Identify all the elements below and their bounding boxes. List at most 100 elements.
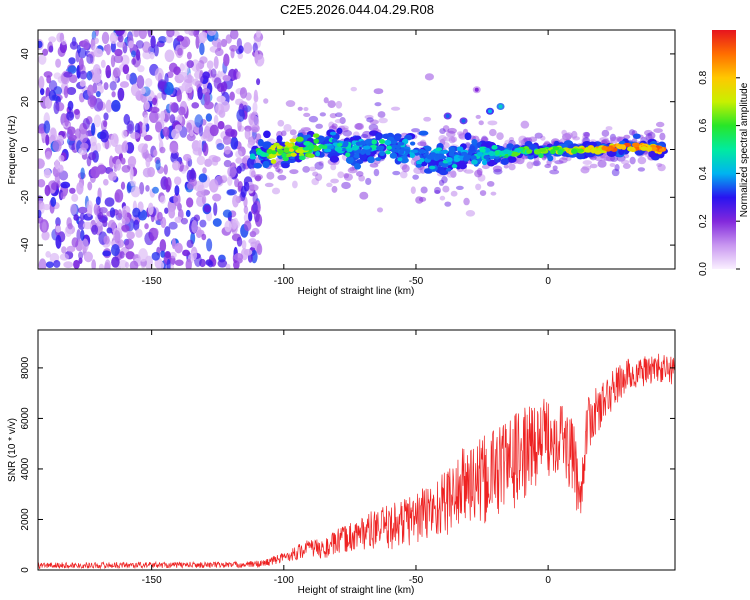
noise-blob [114,144,125,155]
ridge-blob [441,162,449,168]
snr-frame [37,329,676,571]
noise-blob [71,193,79,202]
ridge-blob [400,155,408,160]
noise-blob [163,164,168,175]
noise-blob [66,245,76,253]
noise-blob [112,67,121,79]
noise-blob [182,249,190,257]
halo-blob [301,127,311,132]
noise-blob [188,91,193,100]
noise-blob [50,196,57,207]
noise-blob [159,110,166,122]
halo-blob [412,174,419,180]
noise-blob [71,237,79,248]
noise-blob [97,164,106,175]
halo-blob [552,165,558,171]
noise-blob [80,167,85,180]
ridge-blob [249,155,257,160]
x-tick-label: 0 [545,276,551,287]
halo-blob [520,120,530,129]
noise-blob [41,230,50,241]
halo-blob [374,102,382,107]
noise-blob [243,205,249,215]
noise-blob [177,47,183,56]
ridge-blob [650,146,658,152]
x-tick-label: -100 [274,575,294,586]
noise-blob [132,207,141,218]
noise-blob [240,185,247,198]
spectrogram-y-label: Frequency (Hz) [7,116,18,185]
x-tick-label: -100 [274,276,294,287]
halo-blob [475,114,481,119]
ridge-blob [410,141,416,146]
halo-blob [478,120,484,126]
noise-blob [145,157,151,168]
noise-blob [189,129,194,137]
ridge-blob [514,147,521,154]
noise-blob [68,138,77,151]
noise-blob [164,226,171,237]
noise-blob [213,56,219,70]
noise-blob [225,263,231,269]
noise-blob [86,70,93,81]
noise-blob [126,231,135,240]
halo-blob [271,187,281,195]
ridge-blob [336,142,343,147]
ridge-blob [584,147,590,153]
noise-blob [227,165,237,178]
noise-blob [176,35,184,42]
band-blob [438,169,449,176]
noise-blob [86,200,93,212]
noise-blob [86,53,94,65]
noise-blob [197,86,203,100]
track-core [445,114,450,119]
noise-blob [48,80,58,92]
noise-blob [155,121,163,133]
noise-blob [147,202,154,216]
noise-blob [220,81,228,92]
noise-blob [54,172,61,184]
noise-blob [166,30,175,38]
halo-blob [289,129,297,136]
band-blob [276,135,283,143]
noise-blob [58,155,65,162]
ridge-blob [298,155,306,161]
noise-blob [93,48,104,58]
noise-blob [192,78,200,86]
noise-blob [157,79,167,92]
ridge-blob [257,149,263,155]
noise-blob [256,78,261,86]
noise-blob [223,53,230,67]
noise-blob [193,30,200,38]
noise-blob [129,166,134,181]
noise-blob [39,202,45,214]
noise-blob [73,259,80,269]
noise-blob [164,207,169,214]
ridge-blob [462,155,470,162]
noise-blob [117,209,123,219]
noise-blob [80,229,85,241]
halo-blob [442,141,450,149]
x-tick-label: 0 [545,575,551,586]
noise-blob [159,146,166,154]
noise-blob [96,142,102,152]
noise-blob [122,64,130,75]
noise-blob [164,251,171,259]
noise-blob [38,40,43,49]
halo-blob [417,141,427,147]
noise-blob [38,258,47,269]
halo-blob [549,169,560,175]
halo-blob [292,180,298,189]
noise-blob [111,99,121,112]
y-tick-label: 20 [20,96,31,108]
noise-blob [185,258,192,269]
noise-blob [184,83,194,94]
noise-blob [190,250,198,261]
noise-blob [43,71,53,78]
noise-blob [134,123,141,135]
noise-blob [160,250,166,258]
halo-blob [303,112,311,118]
noise-blob [156,260,165,269]
halo-blob [248,184,259,192]
noise-blob [252,101,258,113]
